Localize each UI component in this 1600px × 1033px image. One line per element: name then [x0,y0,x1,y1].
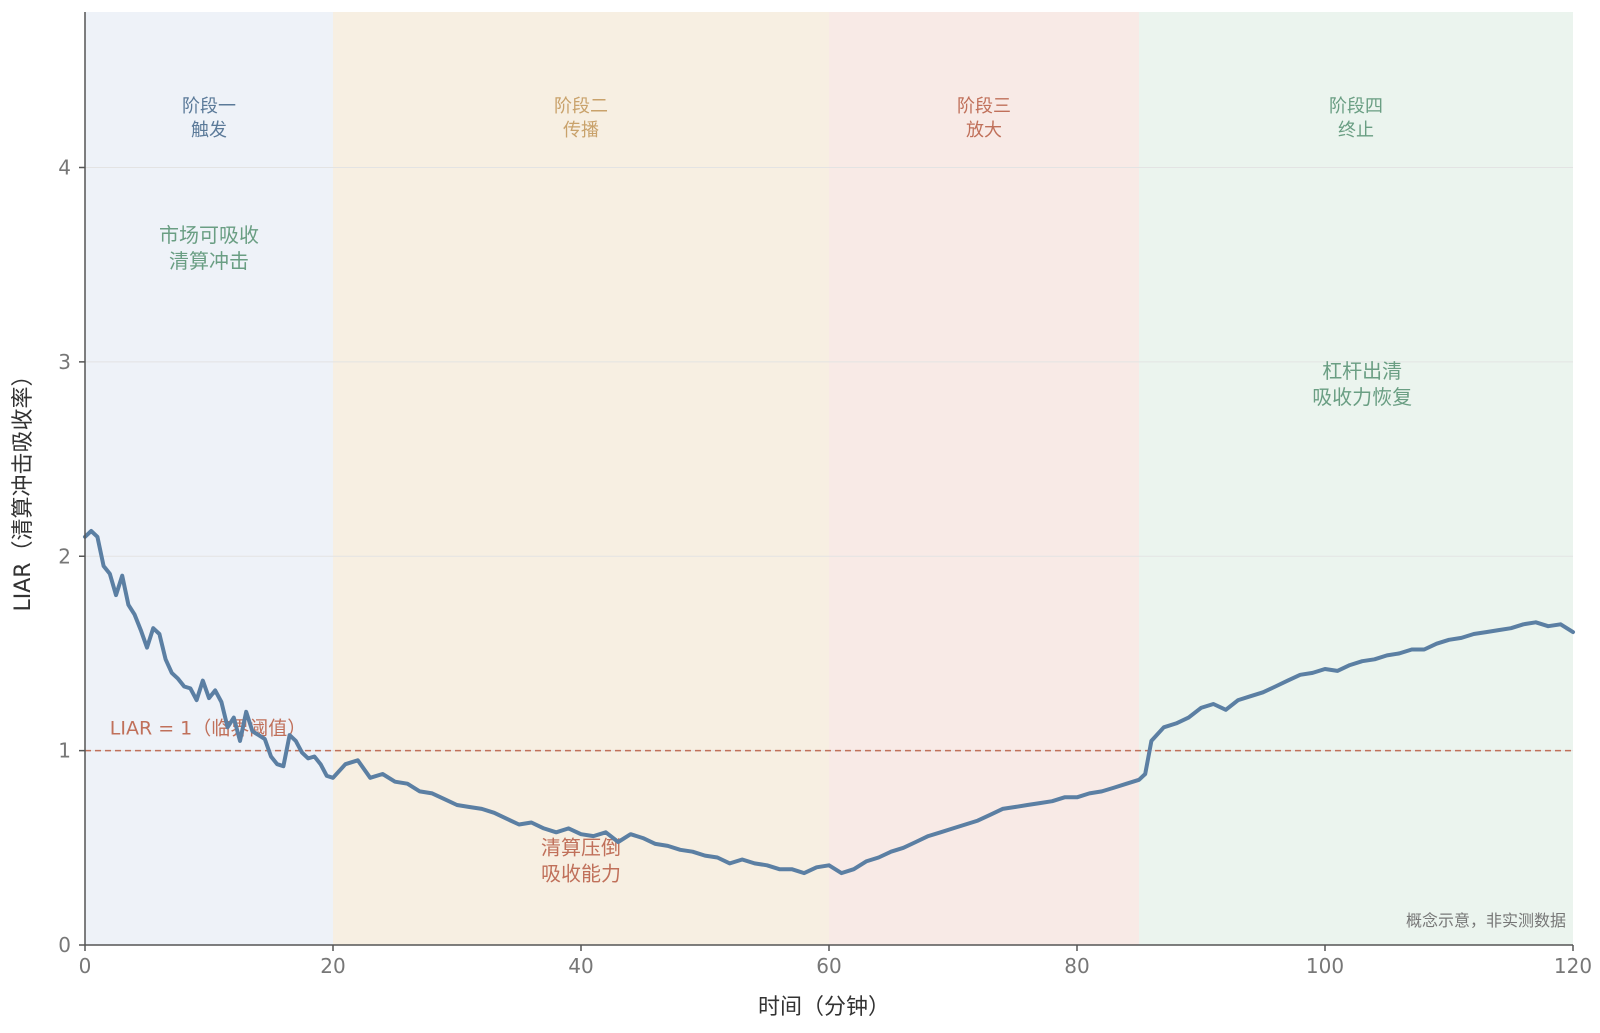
y-tick-label: 4 [58,156,71,180]
annotation-3-line-2: 吸收力恢复 [1312,385,1412,409]
y-tick-label: 1 [58,739,71,763]
threshold-label: LIAR = 1（临界阈值） [110,718,306,740]
y-tick-label: 2 [58,544,71,568]
phase-band-2 [333,12,829,945]
phase-bands [85,12,1573,945]
x-tick-label: 120 [1554,954,1592,978]
annotation-3-line-1: 杠杆出清 [1322,359,1402,383]
x-tick-label: 20 [320,954,345,978]
phase-title-3: 阶段三 [957,96,1011,117]
y-axis-label: LIAR（清算冲击吸收率） [11,364,36,611]
x-tick-label: 80 [1064,954,1089,978]
x-axis-label: 时间（分钟） [758,995,890,1020]
series-line-1 [83,529,1575,876]
x-tick-label: 0 [79,954,92,978]
axes: 0 20 40 60 80 100 120 0 1 2 3 4 [58,12,1592,978]
annotation-2-line-1: 清算压倒 [541,835,621,859]
phase-subtitle-4: 终止 [1338,120,1374,141]
y-tick-label: 0 [58,933,71,957]
phase-subtitle-3: 放大 [966,120,1002,141]
x-tick-label: 60 [816,954,841,978]
chart-note: 概念示意，非实测数据 [1406,911,1566,930]
phase-title-2: 阶段二 [554,96,608,117]
phase-subtitle-2: 传播 [563,120,599,141]
x-tick-label: 100 [1306,954,1344,978]
series-lines [83,529,1575,876]
annotation-1-line-1: 市场可吸收 [159,223,259,247]
phase-band-4 [1139,12,1573,945]
phase-title-4: 阶段四 [1329,96,1383,117]
y-tick-label: 3 [58,350,71,374]
phase-subtitle-1: 触发 [191,120,227,141]
x-tick-label: 40 [568,954,593,978]
annotation-1-line-2: 清算冲击 [169,249,249,273]
phase-band-1 [85,12,333,945]
annotation-2-line-2: 吸收能力 [541,861,621,885]
phase-title-1: 阶段一 [182,96,236,117]
phase-band-3 [829,12,1139,945]
